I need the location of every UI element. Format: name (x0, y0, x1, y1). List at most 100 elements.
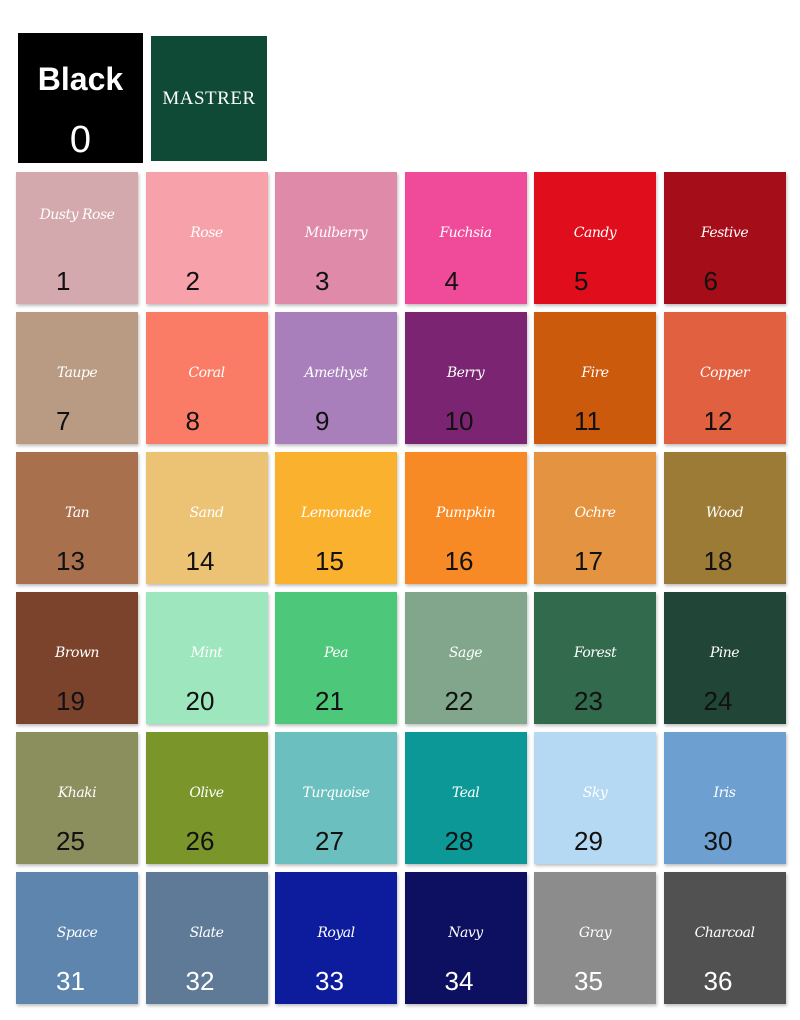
color-swatch: Pea 21 (275, 592, 397, 724)
swatch-name: Iris (713, 785, 736, 801)
color-swatch: Navy 34 (404, 872, 527, 1004)
swatch-number: 3 (315, 266, 330, 296)
color-swatch: Brown 19 (16, 592, 138, 724)
swatch-name: Gray (578, 925, 612, 941)
color-swatch: Pumpkin 16 (404, 452, 527, 584)
swatch-name: Pea (324, 645, 348, 661)
swatch-number: 20 (185, 686, 215, 716)
swatch-number: 12 (703, 406, 733, 436)
color-swatch: Tan 13 (16, 452, 138, 584)
swatch-number: 10 (444, 406, 474, 436)
color-swatch-grid: Dusty Rose 1 Rose 2 Mulberry 3 Fuchsia 4 Candy 5 F… (16, 172, 786, 1004)
swatch-number: 27 (315, 826, 344, 856)
swatch-name: Sky (582, 785, 608, 801)
swatch-number: 32 (185, 966, 215, 996)
color-swatch: Festive 6 (663, 172, 786, 304)
color-swatch: Wood 18 (663, 452, 786, 584)
swatch-number: 31 (56, 966, 85, 996)
color-swatch: Olive 26 (145, 732, 268, 864)
color-swatch: Mulberry 3 (275, 172, 397, 304)
color-swatch: Fuchsia 4 (404, 172, 527, 304)
swatch-name: Turquoise (302, 785, 370, 801)
color-swatch: Copper 12 (663, 312, 786, 444)
swatch-number: 14 (185, 546, 215, 576)
swatch-number: 17 (574, 546, 603, 576)
swatch-name: Mulberry (304, 225, 368, 241)
swatch-number: 21 (315, 686, 344, 716)
color-swatch: Sky 29 (534, 732, 656, 864)
color-swatch: Pine 24 (663, 592, 786, 724)
swatch-name: Pine (709, 645, 740, 661)
color-swatch: Fire 11 (534, 312, 656, 444)
color-swatch: Forest 23 (534, 592, 656, 724)
swatch-number: 7 (56, 406, 71, 436)
swatch-name: Fuchsia (439, 225, 492, 241)
color-swatch: Sage 22 (404, 592, 527, 724)
color-swatch: Dusty Rose 1 (16, 172, 138, 304)
swatch-name: Space (56, 925, 98, 941)
black-swatch: Black 0 (18, 33, 143, 163)
swatch-name: Ochre (574, 505, 616, 521)
swatch-number: 5 (574, 266, 589, 296)
swatch-name: Fire (581, 365, 609, 381)
swatch-number: 0 (69, 119, 92, 161)
swatch-number: 11 (574, 406, 601, 436)
swatch-name: Wood (705, 505, 744, 521)
swatch-name: Copper (699, 365, 750, 381)
swatch-name: Tan (64, 505, 90, 521)
color-swatch: Coral 8 (145, 312, 268, 444)
swatch-name: Dusty Rose (39, 207, 115, 223)
swatch-name: Sand (189, 505, 224, 521)
swatch-name: Berry (446, 365, 485, 381)
swatch-number: 16 (444, 546, 474, 576)
swatch-number: 28 (444, 826, 474, 856)
swatch-number: 36 (703, 966, 733, 996)
swatch-name: Charcoal (694, 925, 755, 941)
swatch-number: 33 (315, 966, 344, 996)
swatch-number: 1 (56, 266, 71, 296)
swatch-number: 29 (574, 826, 603, 856)
swatch-number: 25 (56, 826, 85, 856)
swatch-name: Navy (448, 925, 483, 941)
swatch-number: 8 (185, 406, 200, 436)
swatch-name: Olive (189, 785, 224, 801)
color-swatch: Gray 35 (534, 872, 656, 1004)
swatch-number: 24 (703, 686, 733, 716)
swatch-name: Candy (573, 225, 617, 241)
swatch-number: 22 (444, 686, 474, 716)
color-swatch: Khaki 25 (16, 732, 138, 864)
swatch-number: 30 (703, 826, 733, 856)
swatch-number: 35 (574, 966, 603, 996)
swatch-name: Festive (700, 225, 749, 241)
color-swatch: Berry 10 (404, 312, 527, 444)
swatch-name: Slate (189, 925, 224, 941)
swatch-name: Sage (448, 645, 483, 661)
swatch-name: Royal (317, 925, 355, 941)
swatch-name: Rose (190, 225, 223, 241)
color-swatch: Iris 30 (663, 732, 786, 864)
color-swatch: Slate 32 (145, 872, 268, 1004)
swatch-name: Khaki (57, 785, 97, 801)
swatch-number: 15 (315, 546, 344, 576)
swatch-number: 2 (185, 266, 200, 296)
swatch-name: Pumpkin (435, 505, 496, 521)
swatch-number: 34 (444, 966, 474, 996)
swatch-name: Coral (188, 365, 225, 381)
color-swatch: Royal 33 (275, 872, 397, 1004)
swatch-number: 13 (56, 546, 85, 576)
color-swatch: Ochre 17 (534, 452, 656, 584)
color-swatch: Turquoise 27 (275, 732, 397, 864)
color-swatch: Teal 28 (404, 732, 527, 864)
swatch-name: Teal (451, 785, 480, 801)
swatch-name: Black (37, 61, 124, 97)
swatch-number: 19 (56, 686, 85, 716)
color-swatch: Amethyst 9 (275, 312, 397, 444)
color-swatch: Taupe 7 (16, 312, 138, 444)
color-swatch: Rose 2 (145, 172, 268, 304)
swatch-name: Mint (190, 645, 223, 661)
swatch-number: 26 (185, 826, 215, 856)
swatch-name: Taupe (56, 365, 98, 381)
swatch-name: Lemonade (301, 505, 371, 521)
swatch-number: 18 (703, 546, 733, 576)
color-swatch: Candy 5 (534, 172, 656, 304)
